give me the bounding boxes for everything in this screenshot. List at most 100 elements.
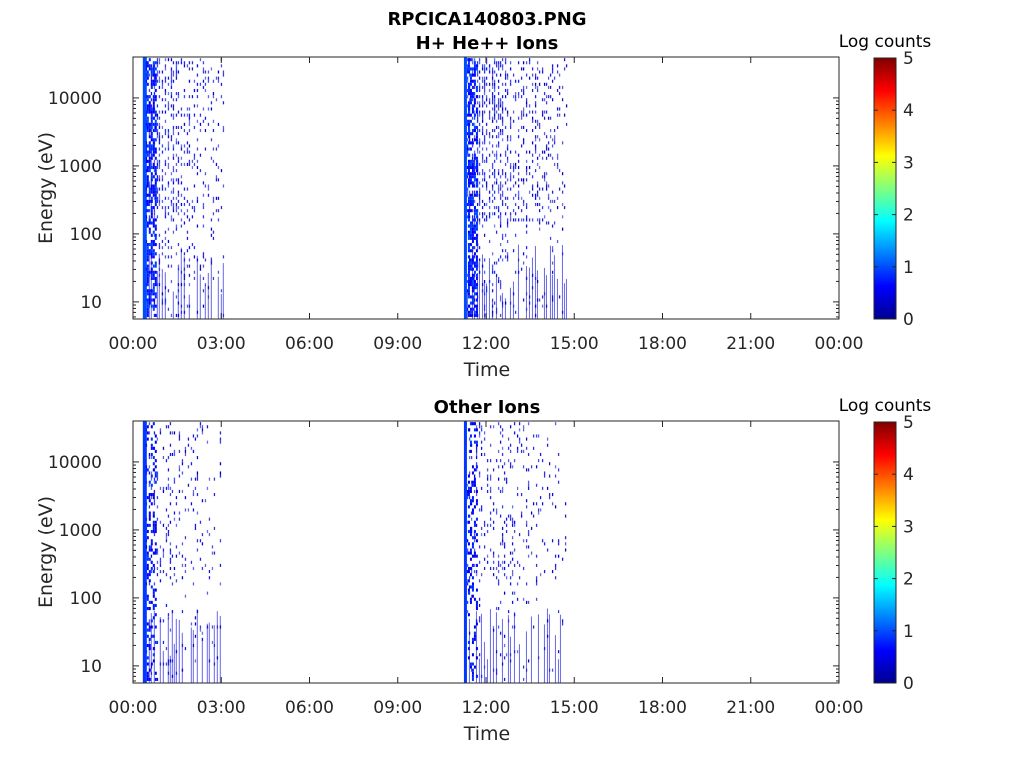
spectrogram-cell <box>217 218 220 222</box>
spectrogram-cell <box>534 169 537 173</box>
spectrogram-cell <box>159 545 162 549</box>
spectrogram-cell <box>532 502 535 506</box>
spectrogram-cell <box>150 665 153 669</box>
spectrogram-cell <box>507 437 510 441</box>
spectrogram-cell <box>180 249 183 253</box>
spectrogram-cell <box>220 169 223 173</box>
spectrogram-cell <box>491 85 494 89</box>
spectrogram-cell <box>563 67 566 71</box>
spectrogram-cell <box>517 196 520 200</box>
spectrogram-cell <box>497 449 500 453</box>
spectrogram-cell <box>217 178 220 182</box>
spectrogram-cell <box>150 162 153 166</box>
spectrogram-cell <box>159 662 162 666</box>
spectrogram-cell <box>501 452 504 457</box>
spectrogram-cell <box>150 671 153 675</box>
spectrogram-cell <box>148 639 150 683</box>
spectrogram-cell <box>501 110 504 114</box>
spectrogram-cell <box>522 107 525 111</box>
spectrogram-cell <box>475 622 478 626</box>
spectrogram-cell <box>499 459 502 463</box>
spectrogram-cell <box>177 199 180 203</box>
spectrogram-cell <box>564 542 567 546</box>
spectrogram-cell <box>146 529 149 534</box>
spectrogram-cell <box>483 533 486 537</box>
spectrogram-cell <box>175 162 178 166</box>
spectrogram-cell <box>535 465 538 469</box>
spectrogram-cell <box>535 597 538 601</box>
spectrogram-cell <box>186 249 189 253</box>
spectrogram-cell <box>473 125 476 130</box>
spectrogram-cell <box>183 129 186 133</box>
spectrogram-cell <box>483 212 486 216</box>
spectrogram-cell <box>167 468 170 472</box>
spectrogram-cell <box>175 76 178 80</box>
spectrogram-cell <box>158 116 161 120</box>
spectrogram-cell <box>501 132 504 136</box>
spectrogram-cell <box>150 619 153 623</box>
spectrogram-cell <box>167 104 170 108</box>
spectrogram-cell <box>556 153 559 157</box>
spectrogram-cell <box>146 184 149 188</box>
spectrogram-cell <box>211 566 214 571</box>
spectrogram-cell <box>545 187 548 191</box>
spectrogram-cell <box>469 73 472 77</box>
spectrogram-cell <box>531 218 534 222</box>
spectrogram-cell <box>554 576 557 580</box>
spectrogram-cell <box>556 162 559 166</box>
spectrogram-cell <box>481 283 484 287</box>
spectrogram-cell <box>145 480 148 484</box>
spectrogram-cell <box>146 298 149 302</box>
spectrogram-cell <box>212 196 215 200</box>
spectrogram-cell <box>495 612 497 683</box>
spectrogram-cell <box>467 125 470 130</box>
spectrogram-cell <box>467 656 470 660</box>
spectrogram-cell <box>558 295 561 299</box>
spectrogram-cell <box>154 184 157 188</box>
spectrogram-cell <box>501 489 504 494</box>
spectrogram-cell <box>485 218 488 222</box>
spectrogram-cell <box>557 452 560 457</box>
spectrogram-cell <box>181 610 184 614</box>
spectrogram-cell <box>153 480 156 484</box>
spectrogram-cell <box>471 677 474 681</box>
spectrogram-cell <box>495 310 498 314</box>
spectrogram-cell <box>219 616 221 683</box>
spectrogram-cell <box>153 209 156 213</box>
spectrogram-cell <box>561 202 564 207</box>
spectrogram-cell <box>154 588 157 592</box>
spectrogram-cell <box>492 508 495 512</box>
spectrogram-cell <box>475 446 478 450</box>
spectrogram-cell <box>543 150 546 154</box>
spectrogram-cell <box>473 255 476 259</box>
spectrogram-cell <box>506 76 509 80</box>
spectrogram-cell <box>150 184 153 188</box>
spectrogram-cell <box>507 446 510 450</box>
spectrogram-cell <box>473 95 476 99</box>
spectrogram-cell <box>471 249 474 253</box>
spectrogram-cell <box>471 132 474 136</box>
spectrogram-cell <box>146 576 149 580</box>
spectrogram-cell <box>495 307 498 311</box>
spectrogram-cell <box>150 474 153 478</box>
spectrogram-cell <box>534 313 537 317</box>
spectrogram-cell <box>473 474 476 478</box>
spectrogram-cell <box>158 79 161 83</box>
spectrogram-cell <box>148 202 151 207</box>
spectrogram-cell <box>503 656 506 660</box>
spectrogram-cell <box>473 273 475 319</box>
spectrogram-cell <box>196 138 199 142</box>
spectrogram-cell <box>158 85 161 89</box>
spectrogram-cell <box>467 289 470 293</box>
spectrogram-cell <box>469 88 472 93</box>
spectrogram-cell <box>499 224 502 228</box>
spectrogram-cell <box>467 489 470 494</box>
spectrogram-cell <box>478 162 481 166</box>
spectrogram-cell <box>153 233 156 237</box>
spectrogram-cell <box>471 671 474 675</box>
spectrogram-cell <box>536 61 539 65</box>
spectrogram-cell <box>501 107 504 111</box>
spectrogram-cell <box>145 545 148 549</box>
spectrogram-cell <box>169 422 172 426</box>
spectrogram-cell <box>150 566 153 571</box>
